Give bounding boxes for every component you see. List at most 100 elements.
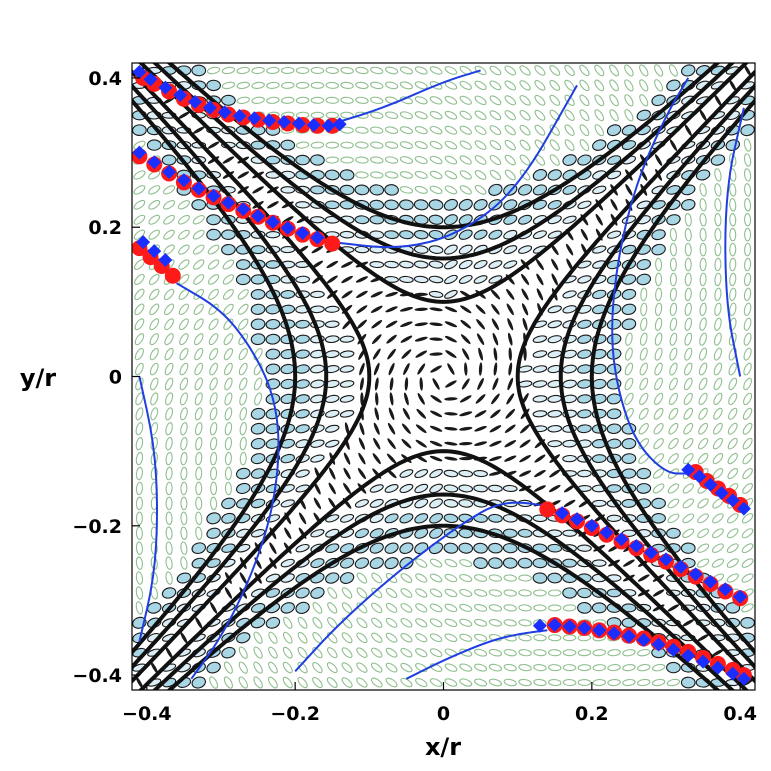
- glyph: [444, 678, 458, 687]
- glyph: [429, 140, 443, 150]
- glyph: [547, 305, 562, 314]
- blue-point: [607, 626, 622, 641]
- glyph: [682, 528, 695, 538]
- glyph: [327, 602, 338, 614]
- glyph: [282, 631, 293, 644]
- glyph: [221, 512, 236, 524]
- blue-point: [681, 648, 696, 663]
- glyph: [399, 141, 414, 149]
- glyph: [444, 456, 458, 461]
- glyph: [343, 467, 351, 480]
- glyph: [177, 214, 190, 225]
- glyph: [504, 65, 517, 76]
- glyph: [325, 141, 340, 149]
- glyph: [684, 257, 692, 272]
- glyph: [399, 81, 413, 90]
- glyph: [135, 422, 144, 436]
- glyph: [503, 663, 517, 672]
- glyph: [387, 438, 396, 450]
- glyph: [163, 229, 175, 240]
- glyph: [729, 257, 737, 272]
- glyph: [607, 649, 621, 657]
- blue-point: [158, 253, 173, 268]
- glyph: [711, 543, 724, 553]
- x-tick-label: −0.4: [122, 703, 172, 725]
- glyph: [654, 362, 663, 376]
- glyph: [489, 125, 502, 136]
- glyph: [384, 156, 399, 164]
- glyph: [579, 124, 590, 137]
- glyph: [150, 661, 158, 674]
- glyph: [444, 66, 458, 75]
- glyph: [695, 169, 711, 181]
- glyph: [523, 347, 527, 361]
- glyph: [238, 661, 248, 674]
- glyph: [517, 528, 533, 538]
- glyph: [327, 587, 338, 599]
- glyph: [191, 199, 207, 211]
- glyph: [532, 572, 548, 584]
- y-tick-label: −0.2: [72, 516, 122, 538]
- glyph: [372, 453, 381, 465]
- glyph: [624, 64, 634, 77]
- glyph: [636, 273, 652, 286]
- glyph: [239, 392, 248, 406]
- glyph: [667, 513, 680, 524]
- glyph: [282, 661, 293, 674]
- glyph: [474, 80, 487, 91]
- glyph: [386, 334, 397, 344]
- glyph: [239, 436, 247, 451]
- glyph: [490, 409, 501, 419]
- glyph: [519, 109, 531, 121]
- glyph: [400, 677, 413, 688]
- glyph: [726, 543, 739, 554]
- glyph: [414, 66, 428, 75]
- glyph: [429, 527, 444, 539]
- glyph: [666, 678, 681, 687]
- glyph: [268, 661, 278, 674]
- glyph: [491, 393, 500, 405]
- glyph: [474, 140, 487, 150]
- glyph: [429, 648, 443, 658]
- glyph: [521, 273, 530, 286]
- glyph: [354, 184, 370, 196]
- glyph: [165, 392, 174, 406]
- glyph: [743, 377, 752, 391]
- glyph: [399, 542, 414, 554]
- glyph: [474, 441, 488, 446]
- glyph: [310, 96, 325, 104]
- blue-curve: [138, 376, 159, 642]
- glyph: [491, 303, 500, 315]
- glyph: [268, 676, 278, 689]
- glyph: [355, 276, 368, 283]
- glyph: [443, 469, 459, 478]
- blue-point: [232, 108, 247, 123]
- glyph: [428, 290, 444, 298]
- glyph: [655, 257, 663, 272]
- glyph: [429, 440, 443, 447]
- glyph: [163, 214, 175, 225]
- glyph: [414, 483, 429, 494]
- glyph: [355, 156, 369, 164]
- glyph: [488, 619, 503, 627]
- glyph: [562, 604, 577, 612]
- blue-point: [599, 525, 614, 540]
- glyph: [503, 260, 518, 269]
- glyph: [504, 169, 516, 181]
- glyph: [459, 185, 472, 195]
- glyph: [712, 528, 724, 539]
- glyph: [669, 257, 677, 272]
- glyph: [458, 259, 473, 270]
- glyph: [729, 302, 737, 316]
- glyph: [385, 632, 398, 643]
- glyph: [295, 424, 310, 434]
- glyph: [146, 139, 162, 151]
- glyph: [712, 437, 723, 450]
- glyph: [206, 79, 221, 92]
- glyph: [534, 139, 546, 151]
- glyph: [356, 647, 368, 658]
- glyph: [623, 559, 635, 567]
- glyph: [521, 303, 529, 316]
- glyph: [729, 198, 737, 212]
- glyph: [371, 632, 383, 643]
